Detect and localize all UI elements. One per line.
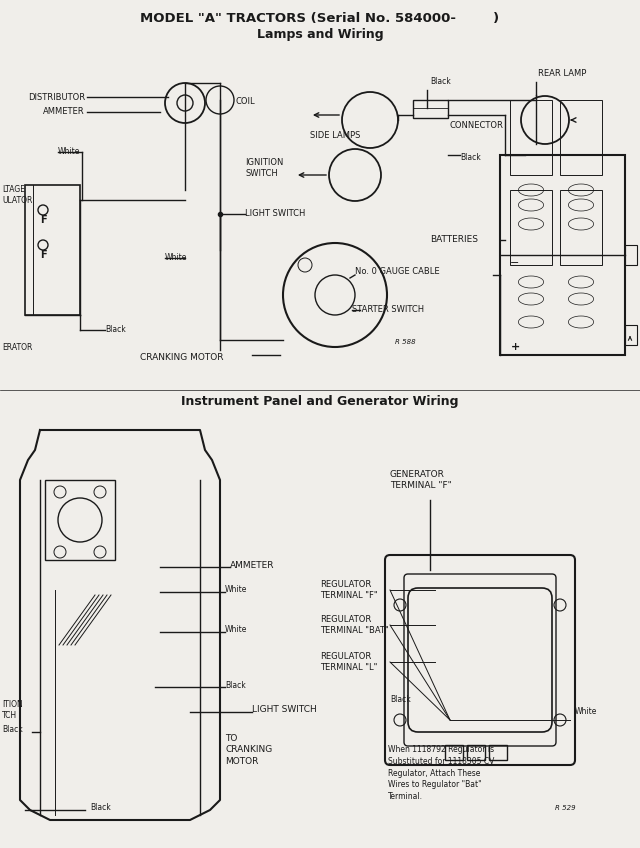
Text: REAR LAMP: REAR LAMP [538,70,586,79]
Text: DISTRIBUTOR: DISTRIBUTOR [28,92,85,102]
Bar [625,325,637,345]
Text: Black: Black [90,804,111,812]
Bar [413,100,448,118]
Text: +: + [510,342,520,352]
Text: REGULATOR
TERMINAL "BAT": REGULATOR TERMINAL "BAT" [320,616,388,634]
Text: STARTER SWITCH: STARTER SWITCH [352,305,424,315]
Text: −: − [510,258,520,268]
Text: CRANKING MOTOR: CRANKING MOTOR [140,354,223,362]
Bar [445,745,463,760]
Text: R 529: R 529 [555,805,575,811]
Text: GENERATOR
TERMINAL "F": GENERATOR TERMINAL "F" [390,470,452,490]
Bar [489,745,507,760]
Text: White: White [575,707,597,717]
Text: AMMETER: AMMETER [230,561,275,570]
Text: White: White [225,626,248,634]
Bar [500,155,625,355]
Text: Black: Black [105,326,125,334]
Text: Instrument Panel and Generator Wiring: Instrument Panel and Generator Wiring [181,395,459,408]
Bar [45,480,115,560]
Text: ERATOR: ERATOR [2,343,33,353]
Text: Black: Black [430,77,451,86]
Text: LTAGE
ULATOR: LTAGE ULATOR [2,185,33,205]
Text: No. 0 GAUGE CABLE: No. 0 GAUGE CABLE [355,267,440,276]
Text: Lamps and Wiring: Lamps and Wiring [257,28,383,41]
Text: BATTERIES: BATTERIES [430,236,478,244]
Text: LIGHT SWITCH: LIGHT SWITCH [252,706,317,715]
Bar [560,100,602,175]
Bar [510,190,552,265]
Text: Black: Black [225,680,246,689]
Text: Black: Black [2,726,23,734]
Text: REGULATOR
TERMINAL "F": REGULATOR TERMINAL "F" [320,580,378,600]
Bar [467,745,485,760]
Text: ITION
TCH: ITION TCH [2,700,23,720]
Text: When 1118792 Regulator is
Substituted for 1118305 CV
Regulator, Attach These
Wir: When 1118792 Regulator is Substituted fo… [388,745,494,801]
Text: TO
CRANKING
MOTOR: TO CRANKING MOTOR [225,734,272,766]
Bar [625,245,637,265]
Text: White: White [58,148,81,157]
Text: Black: Black [460,153,481,163]
Text: R 588: R 588 [395,339,415,345]
Text: IGNITION
SWITCH: IGNITION SWITCH [245,159,284,178]
Text: White: White [165,254,188,263]
Text: REGULATOR
TERMINAL "L": REGULATOR TERMINAL "L" [320,652,378,672]
Text: F: F [40,215,46,225]
Text: SIDE LAMPS: SIDE LAMPS [310,131,360,140]
Text: Black: Black [390,695,411,705]
Bar [560,190,602,265]
Text: LIGHT SWITCH: LIGHT SWITCH [245,209,305,219]
Text: White: White [225,585,248,594]
Text: MODEL "A" TRACTORS (Serial No. 584000-        ): MODEL "A" TRACTORS (Serial No. 584000- ) [140,12,500,25]
Text: CONNECTOR: CONNECTOR [450,120,504,130]
Text: F: F [40,250,46,260]
Bar [510,100,552,175]
Text: COIL: COIL [236,98,255,107]
Bar [25,185,80,315]
Text: AMMETER: AMMETER [44,108,85,116]
